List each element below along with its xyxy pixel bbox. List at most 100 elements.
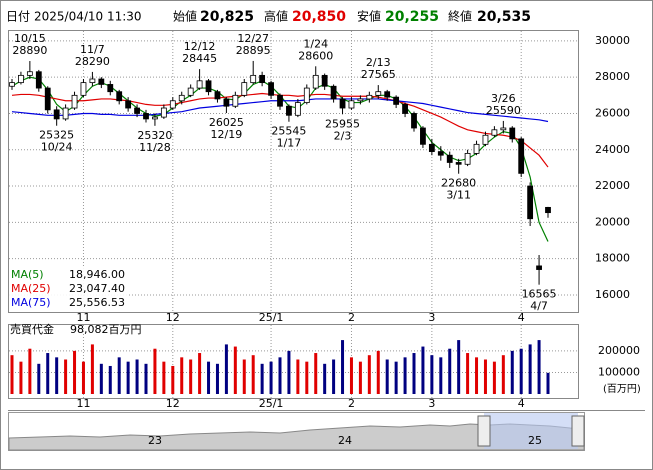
candle-body bbox=[134, 107, 140, 114]
volume-bar bbox=[144, 363, 148, 394]
header-low: 20,255 bbox=[385, 9, 439, 25]
volume-bar bbox=[37, 363, 41, 394]
candle-body bbox=[250, 74, 257, 84]
annotation-date: 1/17 bbox=[277, 137, 302, 150]
candle-body bbox=[107, 84, 114, 93]
y-tick-label: 26000 bbox=[595, 106, 630, 119]
annotation-price: 16565 bbox=[522, 288, 557, 301]
volume-bar bbox=[412, 353, 416, 394]
price-panel bbox=[8, 30, 579, 313]
navigator-label: 23 bbox=[148, 434, 162, 447]
navigator-handle-left[interactable] bbox=[477, 415, 491, 447]
y-tick-label: 20000 bbox=[595, 215, 630, 228]
header-low-label: 安値 bbox=[357, 9, 381, 24]
y-tick-label: 28000 bbox=[595, 70, 630, 83]
volume-bar bbox=[126, 361, 130, 394]
candle-body bbox=[160, 107, 167, 118]
x-tick-label: 2 bbox=[348, 397, 355, 410]
annotation-date: 11/7 bbox=[80, 43, 105, 56]
volume-bar bbox=[537, 340, 541, 394]
volume-bar bbox=[99, 363, 103, 394]
candle-body bbox=[53, 109, 60, 120]
legend-value: 23,047.40 bbox=[69, 282, 125, 295]
volume-bar bbox=[501, 355, 505, 394]
volume-bar bbox=[19, 361, 23, 394]
volume-bar bbox=[332, 359, 336, 394]
volume-bar bbox=[233, 346, 237, 394]
navigator-handle-right[interactable] bbox=[571, 415, 585, 447]
legend-name: MA(5) bbox=[11, 268, 44, 281]
candle-body bbox=[35, 71, 42, 89]
legend-value: 25,556.53 bbox=[69, 296, 125, 309]
annotation-price: 28600 bbox=[298, 49, 333, 62]
candle-body bbox=[428, 143, 435, 152]
annotation-price: 25590 bbox=[486, 104, 521, 117]
candle-body bbox=[286, 105, 292, 116]
candle-body bbox=[437, 151, 444, 156]
x-tick-label: 2 bbox=[348, 311, 355, 324]
candle-body bbox=[473, 143, 480, 154]
annotation-price: 25325 bbox=[39, 129, 74, 142]
x-tick-label: 11 bbox=[76, 397, 90, 410]
candle-body bbox=[26, 71, 33, 76]
volume-bar bbox=[73, 350, 77, 394]
header-high-label: 高値 bbox=[264, 9, 288, 24]
candle-body bbox=[143, 113, 149, 120]
candle-body bbox=[169, 100, 176, 109]
volume-bar bbox=[358, 361, 362, 394]
volume-bar bbox=[242, 359, 246, 394]
candle-body bbox=[518, 138, 525, 174]
navigator-window[interactable] bbox=[484, 413, 578, 449]
volume-panel bbox=[8, 324, 579, 399]
x-tick-label: 3 bbox=[428, 311, 435, 324]
candle-body bbox=[152, 116, 158, 120]
legend-name: MA(75) bbox=[11, 296, 51, 309]
header-date-label: 日付 bbox=[6, 10, 30, 24]
candle-body bbox=[420, 127, 426, 145]
volume-bar bbox=[260, 363, 264, 394]
volume-bar bbox=[492, 361, 496, 394]
candle-body bbox=[232, 94, 239, 107]
volume-current: 98,082百万円 bbox=[70, 323, 142, 336]
candle-body bbox=[482, 134, 489, 145]
volume-bar bbox=[457, 340, 461, 394]
x-tick-label: 12 bbox=[166, 311, 180, 324]
candle-body bbox=[268, 82, 274, 96]
volume-bar bbox=[421, 346, 425, 394]
volume-bar bbox=[323, 363, 327, 394]
candle-body bbox=[411, 113, 417, 129]
volume-bar bbox=[341, 340, 345, 394]
volume-bar bbox=[55, 357, 59, 394]
x-tick-label: 12 bbox=[166, 397, 180, 410]
annotation-date: 2/3 bbox=[334, 129, 352, 142]
candle-body bbox=[98, 78, 105, 85]
annotation-date: 4/7 bbox=[530, 300, 548, 313]
annotation-price: 25545 bbox=[271, 125, 306, 138]
volume-bar bbox=[198, 353, 202, 394]
candle-body bbox=[214, 91, 221, 100]
x-tick-label: 11 bbox=[76, 311, 90, 324]
candle-body bbox=[491, 129, 498, 136]
navigator-label: 24 bbox=[338, 434, 352, 447]
annotation-date: 3/26 bbox=[491, 92, 516, 105]
volume-bar bbox=[207, 361, 211, 394]
candle-body bbox=[402, 104, 408, 114]
volume-bar bbox=[28, 348, 32, 394]
candle-body bbox=[527, 185, 534, 220]
volume-bar bbox=[385, 359, 389, 394]
volume-bar bbox=[224, 344, 228, 394]
volume-bar bbox=[269, 361, 273, 394]
volume-bar bbox=[278, 357, 282, 394]
candle-body bbox=[125, 100, 132, 109]
volume-bar bbox=[162, 361, 166, 394]
volume-bar bbox=[403, 357, 407, 394]
annotation-date: 11/28 bbox=[139, 141, 171, 154]
volume-bar bbox=[367, 355, 371, 394]
x-tick-label: 25/1 bbox=[259, 397, 284, 410]
candle-body bbox=[339, 98, 346, 109]
volume-bar bbox=[189, 359, 193, 394]
y-tick-label: 18000 bbox=[595, 252, 630, 265]
candle-body bbox=[330, 85, 337, 100]
candle-body bbox=[9, 82, 15, 87]
